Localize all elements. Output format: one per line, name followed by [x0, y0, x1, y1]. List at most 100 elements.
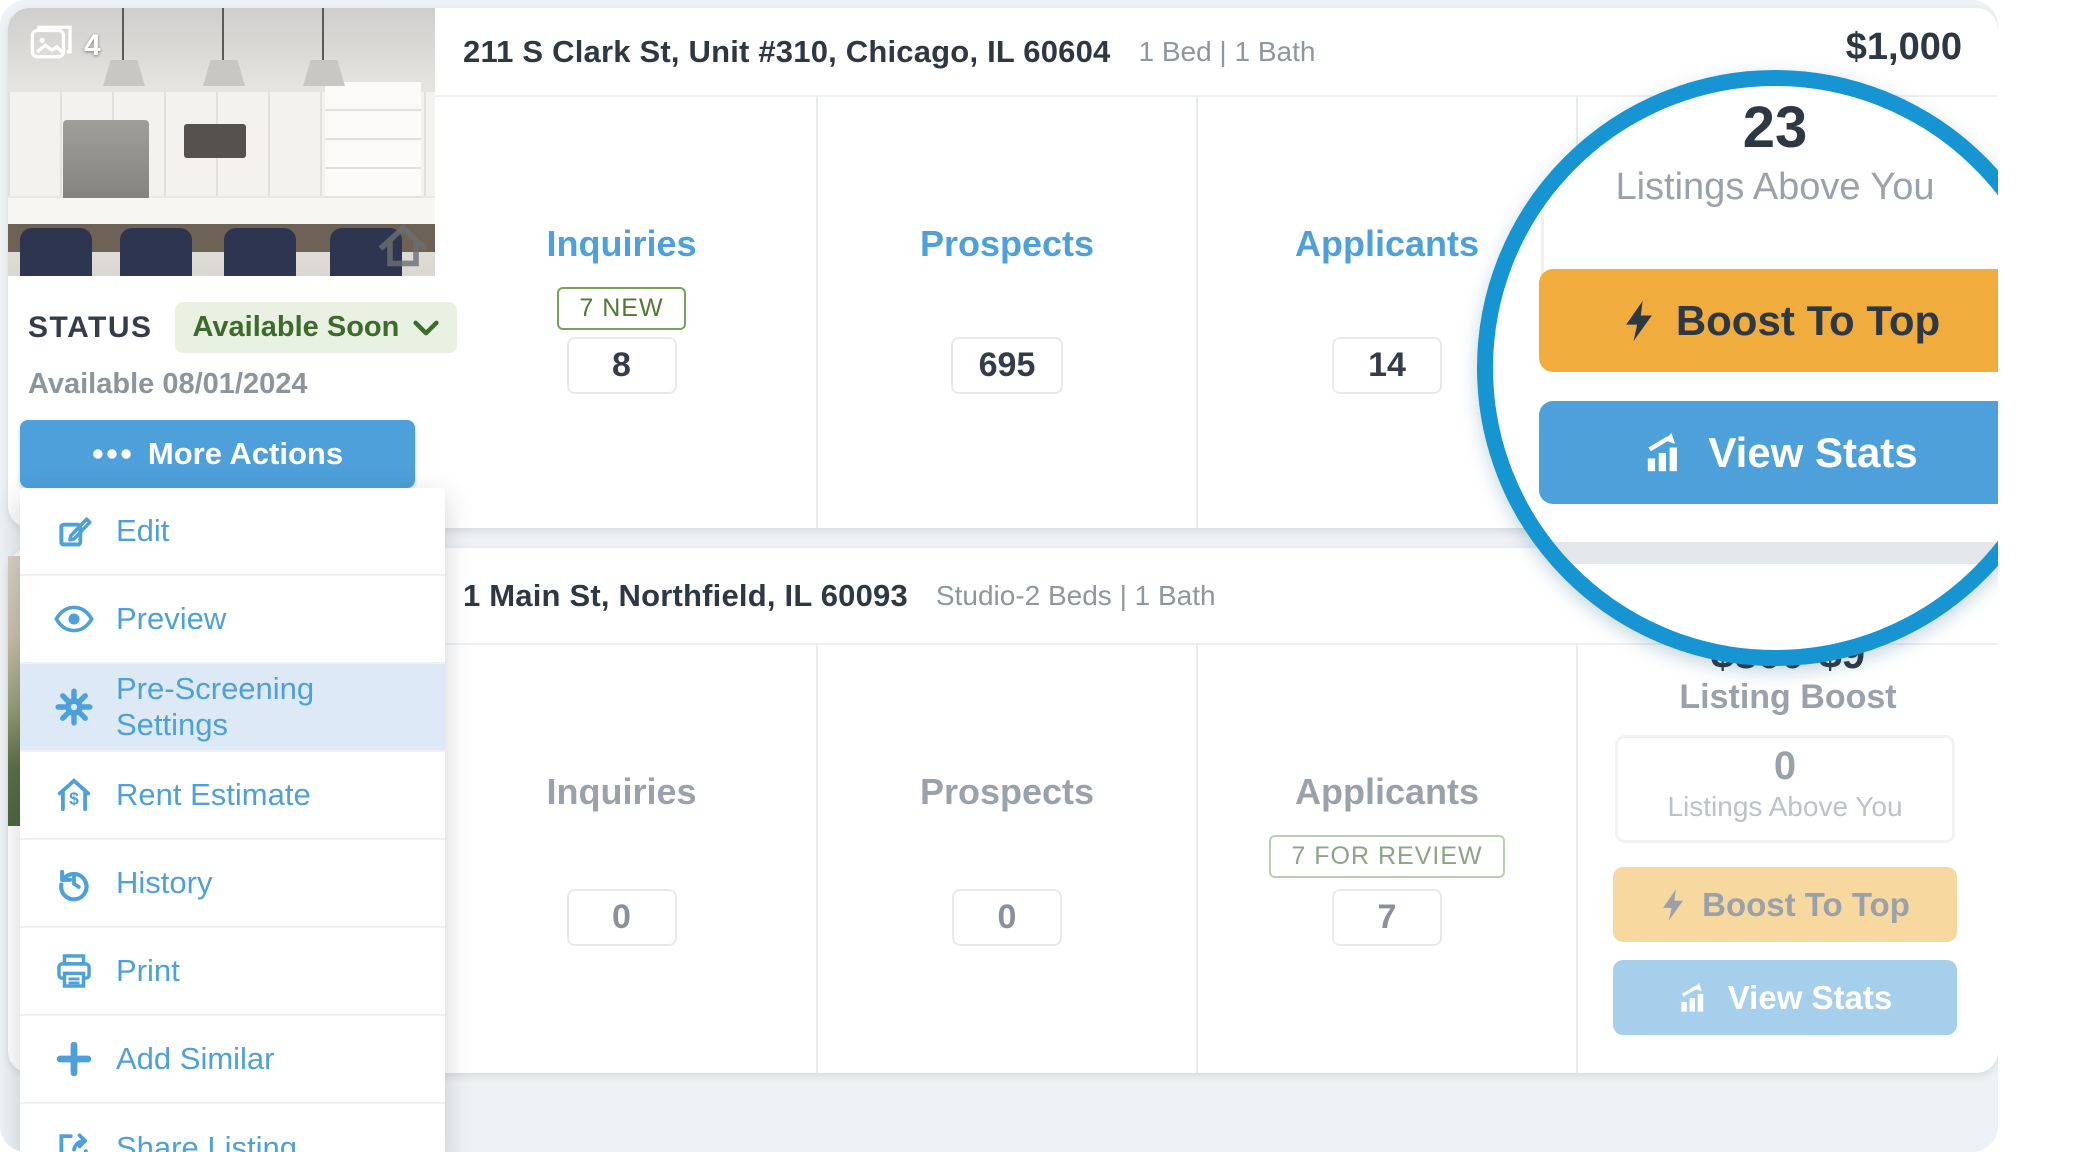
- stat-column-prospects: Prospects 0: [818, 643, 1198, 1073]
- menu-item-pre-screening-settings[interactable]: Pre-Screening Settings: [20, 664, 445, 752]
- photo-shape: [224, 228, 296, 276]
- listings-above-label: Listings Above You: [1667, 791, 1903, 822]
- status-row: STATUS Available Soon: [28, 302, 458, 353]
- pendant-lamp-shape: [203, 60, 245, 86]
- printer-icon: [54, 952, 94, 990]
- menu-item-label: History: [116, 865, 213, 900]
- listings-above-count: 0: [1773, 744, 1797, 788]
- lightning-icon: [1625, 300, 1652, 341]
- stat-value-box: 8: [566, 337, 677, 394]
- stat-label: Inquiries: [546, 771, 697, 812]
- photo-count-badge: 4: [30, 24, 101, 68]
- stat-badge: 7 NEW: [557, 287, 686, 330]
- magnifier-circle: 23 Listings Above You Boost To Top View …: [1485, 78, 1998, 658]
- stat-label: Inquiries: [546, 223, 697, 264]
- gear-icon: [54, 688, 94, 726]
- listing-address[interactable]: 1 Main St, Northfield, IL 60093: [463, 577, 908, 613]
- photo-shape: [8, 198, 435, 224]
- menu-item-label: Rent Estimate: [116, 777, 311, 812]
- stat-column-applicants: Applicants 14: [1198, 95, 1578, 528]
- photo-shape: [325, 82, 421, 204]
- stat-column-prospects: Prospects 695: [818, 95, 1198, 528]
- more-actions-label: More Actions: [147, 436, 344, 471]
- chart-icon: [1648, 432, 1678, 471]
- menu-item-preview[interactable]: Preview: [20, 576, 445, 664]
- svg-text:$: $: [69, 789, 79, 809]
- listing-price: $1,000: [1845, 26, 1962, 68]
- boost-to-top-button[interactable]: Boost To Top: [1539, 269, 1998, 372]
- photo-shape: [120, 228, 192, 276]
- photo-shape: [20, 228, 92, 276]
- menu-item-add-similar[interactable]: Add Similar: [20, 1016, 445, 1104]
- menu-item-label: Pre-Screening Settings: [116, 671, 315, 742]
- menu-item-label: Edit: [116, 513, 170, 548]
- pendant-lamp-shape: [103, 60, 145, 86]
- view-stats-button[interactable]: View Stats: [1613, 960, 1957, 1035]
- stat-value-box: 0: [952, 889, 1062, 946]
- edit-icon: [54, 512, 94, 550]
- listings-above-box: 0 Listings Above You: [1615, 735, 1955, 843]
- photo-shape: [322, 8, 324, 62]
- stat-label: Prospects: [919, 771, 1095, 812]
- listing1-header: 211 S Clark St, Unit #310, Chicago, IL 6…: [463, 8, 1315, 95]
- menu-item-label: Add Similar: [116, 1041, 275, 1076]
- stat-value-box: 0: [566, 889, 677, 946]
- menu-item-edit[interactable]: Edit: [20, 488, 445, 576]
- listing-boost-title: Listing Boost: [1679, 678, 1897, 716]
- stat-label: Prospects: [919, 223, 1095, 264]
- share-icon: [54, 1129, 94, 1152]
- ellipsis-icon: [93, 449, 131, 459]
- status-dropdown[interactable]: Available Soon: [174, 302, 458, 353]
- boost-to-top-label: Boost To Top: [1702, 885, 1910, 923]
- menu-item-label: Share Listing: [116, 1130, 297, 1152]
- menu-item-label: Print: [116, 953, 180, 988]
- pendant-lamp-shape: [303, 60, 345, 86]
- card-gap-zoomed: [1485, 542, 1998, 564]
- stat-badge: 7 FOR REVIEW: [1269, 835, 1505, 878]
- view-stats-label: View Stats: [1727, 978, 1893, 1016]
- listing-beds-baths: Studio-2 Beds | 1 Bath: [935, 579, 1216, 611]
- menu-item-share-listing[interactable]: Share Listing: [20, 1104, 445, 1152]
- photo-count: 4: [84, 29, 101, 62]
- stat-column-inquiries: Inquiries 0: [427, 643, 818, 1073]
- boost-to-top-button[interactable]: Boost To Top: [1613, 867, 1957, 942]
- menu-item-rent-estimate[interactable]: $ Rent Estimate: [20, 752, 445, 840]
- stat-column-applicants: Applicants 7 FOR REVIEW 7: [1198, 643, 1578, 1073]
- stat-column-inquiries: Inquiries 7 NEW 8: [427, 95, 818, 528]
- listing2-thumbnail-sliver: [8, 556, 23, 826]
- stat-label: Applicants: [1294, 771, 1480, 812]
- view-stats-button[interactable]: View Stats: [1539, 401, 1998, 504]
- header-divider: [427, 643, 1998, 645]
- stat-value-box: 14: [1332, 337, 1442, 394]
- photo-shape: [222, 8, 224, 62]
- photo-shape: [122, 8, 124, 62]
- more-actions-button[interactable]: More Actions: [20, 420, 415, 488]
- listing1-photo[interactable]: 4: [8, 8, 435, 276]
- chart-icon: [1681, 982, 1703, 1012]
- availability-text: Available 08/01/2024: [28, 368, 308, 400]
- photos-icon: [30, 24, 74, 68]
- history-icon: [54, 864, 94, 902]
- photo-shape: [184, 124, 246, 158]
- chevron-down-icon: [413, 320, 439, 335]
- menu-item-history[interactable]: History: [20, 840, 445, 928]
- house-dollar-icon: $: [54, 776, 94, 814]
- eye-icon: [54, 604, 94, 634]
- listing2-header: 1 Main St, Northfield, IL 60093 Studio-2…: [463, 548, 1216, 643]
- lightning-icon: [1663, 888, 1684, 921]
- stat-value-box: 695: [950, 337, 1064, 394]
- listings-above-count: 23: [1742, 95, 1808, 160]
- plus-icon: [54, 1042, 94, 1076]
- menu-item-label: Preview: [116, 601, 227, 636]
- stat-label: Applicants: [1294, 223, 1480, 264]
- menu-item-print[interactable]: Print: [20, 928, 445, 1016]
- house-watermark-icon: [377, 217, 429, 274]
- view-stats-label: View Stats: [1708, 428, 1918, 476]
- listings-above-label: Listings Above You: [1615, 166, 1935, 208]
- app-page: 211 S Clark St, Unit #310, Chicago, IL 6…: [0, 0, 1998, 1152]
- boost-to-top-label: Boost To Top: [1675, 296, 1941, 344]
- status-label: STATUS: [28, 310, 153, 344]
- listing-beds-baths: 1 Bed | 1 Bath: [1138, 35, 1316, 67]
- listing-address[interactable]: 211 S Clark St, Unit #310, Chicago, IL 6…: [463, 33, 1111, 69]
